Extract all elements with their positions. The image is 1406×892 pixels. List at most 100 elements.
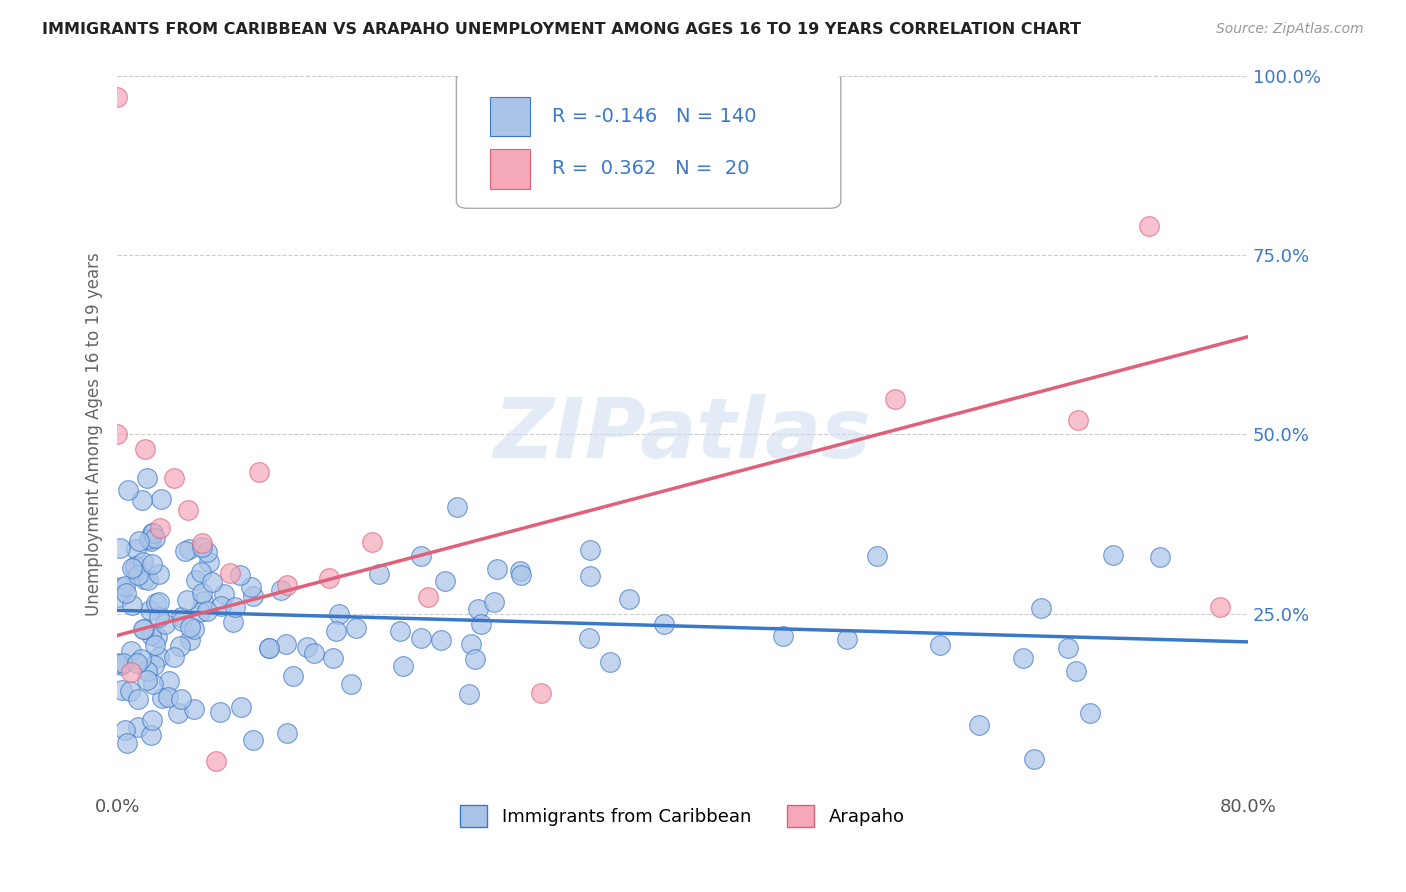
Point: [169, 640, 191, 654]
Point: [179, 619, 201, 633]
Point: [318, 571, 340, 585]
Point: [835, 632, 858, 647]
Point: [142, 525, 165, 540]
Point: [141, 526, 163, 541]
Point: [121, 560, 143, 574]
Point: [340, 677, 363, 691]
Point: [184, 574, 207, 588]
Point: [1064, 664, 1087, 678]
FancyBboxPatch shape: [491, 96, 530, 136]
Point: [105, 427, 128, 442]
Point: [173, 543, 195, 558]
Point: [150, 690, 173, 705]
Point: [458, 687, 481, 701]
Point: [274, 637, 297, 651]
Point: [578, 632, 600, 646]
Point: [132, 622, 155, 636]
Point: [163, 470, 186, 484]
Point: [110, 580, 132, 594]
Point: [145, 630, 167, 644]
Point: [183, 702, 205, 716]
Point: [177, 541, 200, 556]
Point: [170, 691, 193, 706]
FancyBboxPatch shape: [457, 72, 841, 209]
Point: [197, 604, 219, 618]
Point: [1149, 549, 1171, 564]
Point: [105, 90, 128, 104]
Point: [388, 624, 411, 638]
Point: [132, 622, 155, 636]
Point: [142, 677, 165, 691]
Point: [117, 736, 139, 750]
Point: [114, 723, 136, 738]
Point: [117, 483, 139, 498]
Point: [141, 533, 163, 548]
Point: [111, 657, 134, 671]
Point: [1031, 600, 1053, 615]
Text: R = -0.146   N = 140: R = -0.146 N = 140: [553, 107, 756, 126]
Point: [1067, 413, 1090, 427]
Point: [1208, 599, 1230, 614]
Point: [866, 549, 889, 563]
Point: [149, 521, 172, 535]
Point: [183, 622, 205, 636]
Point: [149, 491, 172, 506]
Point: [191, 540, 214, 554]
Point: [409, 549, 432, 563]
Text: R =  0.362   N =  20: R = 0.362 N = 20: [553, 160, 749, 178]
Point: [121, 598, 143, 612]
Point: [391, 659, 413, 673]
Point: [257, 641, 280, 656]
Point: [229, 699, 252, 714]
Point: [128, 720, 150, 734]
Point: [134, 442, 156, 456]
Point: [136, 673, 159, 688]
Point: [124, 558, 146, 573]
Point: [464, 651, 486, 665]
Point: [125, 541, 148, 556]
Point: [967, 718, 990, 732]
Point: [652, 617, 675, 632]
Point: [1078, 706, 1101, 721]
Point: [1012, 651, 1035, 665]
Point: [247, 465, 270, 479]
Point: [929, 638, 952, 652]
Point: [209, 706, 232, 720]
Legend: Immigrants from Caribbean, Arapaho: Immigrants from Caribbean, Arapaho: [453, 798, 912, 835]
Point: [195, 545, 218, 559]
Point: [205, 755, 228, 769]
Point: [172, 614, 194, 628]
Point: [132, 555, 155, 569]
Point: [145, 596, 167, 610]
Point: [127, 692, 149, 706]
Point: [136, 574, 159, 588]
Point: [222, 615, 245, 629]
Point: [138, 533, 160, 547]
Point: [276, 578, 298, 592]
Point: [1102, 548, 1125, 562]
Point: [148, 610, 170, 624]
Point: [509, 564, 531, 578]
Point: [128, 533, 150, 548]
Point: [270, 582, 292, 597]
Point: [177, 502, 200, 516]
Point: [114, 586, 136, 600]
Point: [120, 643, 142, 657]
Point: [148, 566, 170, 581]
Point: [212, 587, 235, 601]
Point: [141, 557, 163, 571]
Point: [1022, 751, 1045, 765]
Point: [141, 627, 163, 641]
Point: [1137, 219, 1160, 234]
Point: [302, 646, 325, 660]
Point: [322, 651, 344, 665]
Point: [579, 569, 602, 583]
Point: [325, 624, 347, 639]
Point: [120, 665, 142, 679]
Point: [176, 592, 198, 607]
Point: [139, 603, 162, 617]
Point: [209, 599, 232, 613]
Text: Source: ZipAtlas.com: Source: ZipAtlas.com: [1216, 22, 1364, 37]
Point: [295, 640, 318, 654]
Point: [434, 574, 457, 589]
